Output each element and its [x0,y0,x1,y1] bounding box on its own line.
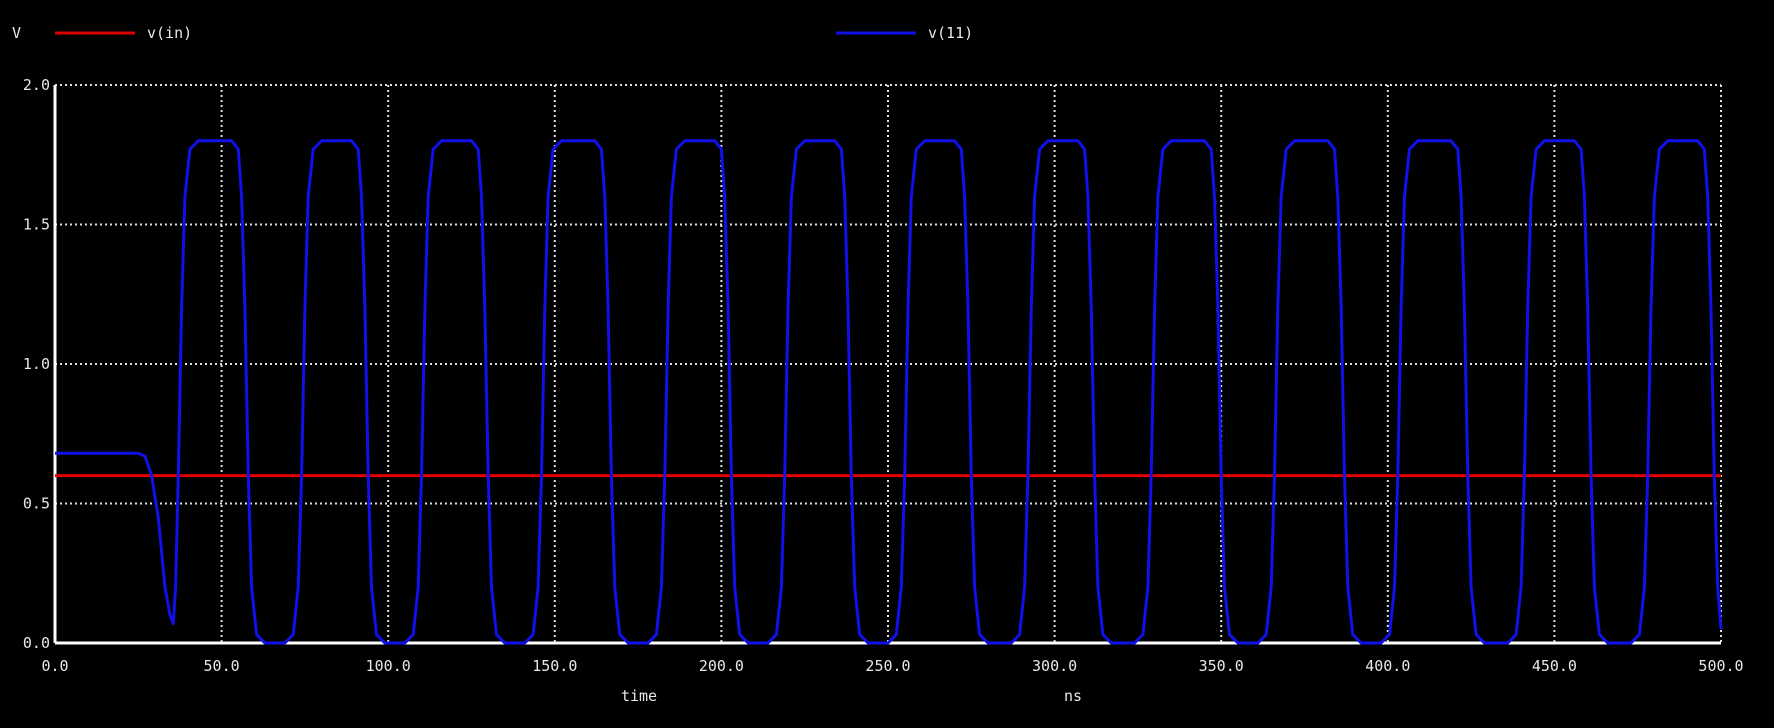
grid [55,84,1722,643]
y-tick-label: 0.5 [23,495,50,513]
y-tick-label: 2.0 [23,76,50,94]
legend-label-1: v(in) [147,24,192,42]
x-tick-label: 250.0 [865,657,910,675]
x-tick-label: 50.0 [204,657,240,675]
x-tick-label: 400.0 [1365,657,1410,675]
series [55,139,1723,645]
y-axis-unit-label: V [12,24,21,42]
x-tick-label: 150.0 [532,657,577,675]
y-tick-label: 1.0 [23,355,50,373]
legend-label-2: v(11) [928,24,973,42]
tick-labels: 0.0 50.0 100.0 150.0 200.0 250.0 300.0 350.0 400… [23,76,1744,675]
x-tick-label: 350.0 [1199,657,1244,675]
legend: v(in) v(11) [55,24,973,42]
y-tick-label: 1.5 [23,216,50,234]
x-tick-label: 100.0 [366,657,411,675]
x-axis-unit-label: ns [1064,687,1082,705]
x-tick-label: 300.0 [1032,657,1077,675]
x-axis-label: time [621,687,657,705]
series-line-2 [55,139,1723,645]
x-tick-label: 0.0 [41,657,68,675]
y-tick-label: 0.0 [23,634,50,652]
x-tick-label: 200.0 [699,657,744,675]
x-tick-label: 500.0 [1698,657,1743,675]
x-tick-label: 450.0 [1532,657,1577,675]
